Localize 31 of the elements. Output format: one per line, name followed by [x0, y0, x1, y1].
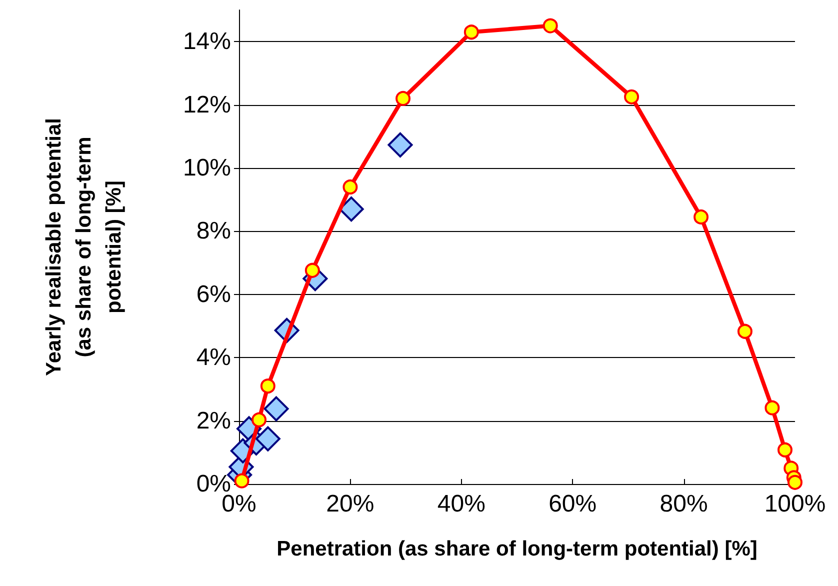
- y-tick-label: 14%: [182, 28, 231, 56]
- x-tick-label: 20%: [326, 490, 374, 518]
- point: [252, 412, 267, 428]
- x-axis-title: Penetration (as share of long-term potential) [%]: [276, 538, 758, 560]
- point: [788, 474, 802, 490]
- y-tick-label: 6%: [196, 280, 231, 308]
- y-axis-title: Yearly realisable potential (as share of long-term potential) [%]: [42, 118, 126, 376]
- point: [737, 324, 752, 339]
- point: [464, 24, 479, 40]
- y-tick-label: 10%: [182, 154, 231, 182]
- x-tick-label: 100%: [764, 490, 826, 518]
- y-tick-label: 12%: [182, 91, 231, 118]
- point: [304, 262, 320, 278]
- y-tick-label: 2%: [196, 407, 231, 434]
- x-tick-label: 60%: [548, 490, 597, 518]
- point: [624, 89, 640, 104]
- point: [764, 400, 780, 416]
- point: [255, 426, 280, 452]
- point: [234, 473, 250, 488]
- point: [542, 18, 558, 34]
- point: [778, 442, 792, 458]
- point: [694, 209, 709, 224]
- point: [396, 90, 411, 106]
- point: [388, 132, 413, 158]
- x-tick-label: 40%: [437, 490, 486, 518]
- y-tick-label: 8%: [196, 218, 231, 245]
- point: [264, 396, 289, 422]
- x-tick-label: 80%: [660, 490, 708, 518]
- point: [260, 378, 276, 394]
- point: [342, 179, 358, 194]
- y-tick-label: 4%: [196, 344, 231, 372]
